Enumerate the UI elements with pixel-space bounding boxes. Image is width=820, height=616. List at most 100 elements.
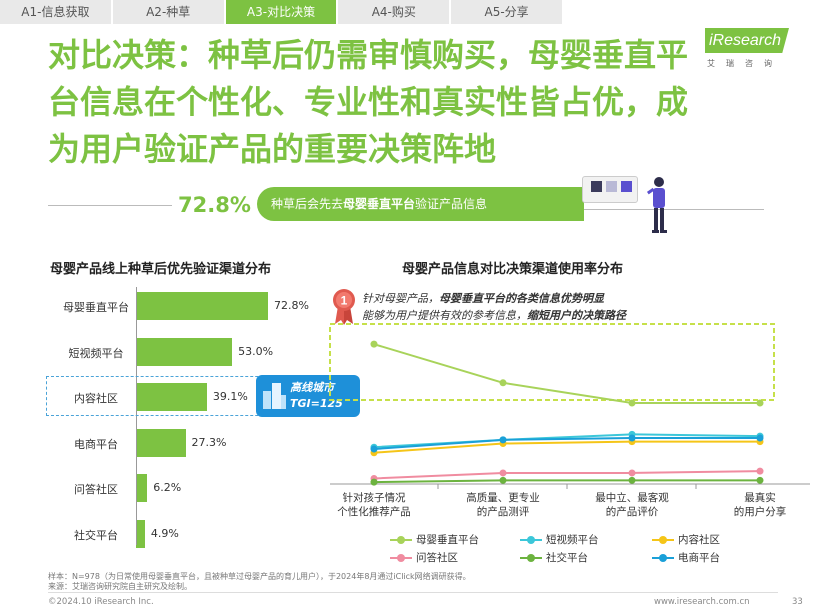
tgi-badge: 高线城市 TGI=125: [256, 375, 360, 417]
bar: [136, 337, 233, 366]
note-line2-a: 能够为用户提供有效的参考信息，: [362, 309, 527, 322]
legend-marker: [390, 553, 412, 563]
bar-category-label: 电商平台: [74, 437, 118, 451]
x-axis-label-line: 的产品测评: [476, 506, 530, 518]
bar-category-label: 社交平台: [74, 528, 118, 542]
x-axis-label-line: 针对孩子情况: [342, 492, 406, 504]
kpi-value: 72.8%: [178, 193, 251, 217]
series-point: [370, 478, 378, 486]
legend-marker: [652, 535, 674, 545]
legend-label: 社交平台: [546, 552, 588, 564]
screen-illustration-icon: [582, 176, 638, 203]
legend-label: 问答社区: [416, 552, 458, 564]
stage-tabs: A1-信息获取 A2-种草 A3-对比决策 A4-购买 A5-分享: [0, 0, 562, 24]
legend-marker: [652, 553, 674, 563]
copyright: ©2024.10 iResearch Inc.: [48, 597, 154, 607]
tab-a3[interactable]: A3-对比决策: [225, 0, 339, 24]
series-point: [499, 476, 507, 484]
legend-marker: [390, 535, 412, 545]
page-number: 33: [792, 597, 803, 607]
bar: [136, 383, 207, 411]
x-axis-label: 最中立、最客观 的产品评价: [577, 491, 687, 519]
series-highlight-box: [329, 323, 775, 401]
note-line2-b: 缩短用户的决策路径: [527, 309, 626, 322]
legend-marker: [520, 535, 542, 545]
x-axis-label: 高质量、更专业 的产品测评: [448, 491, 558, 519]
kpi-text-bold: 母婴垂直平台: [343, 197, 416, 211]
series-point: [628, 434, 636, 442]
series-point: [370, 449, 378, 457]
bar-value-label: 6.2%: [153, 481, 182, 494]
series-point: [628, 469, 636, 477]
screen-square-icon: [591, 181, 602, 192]
screen-square-icon: [606, 181, 617, 192]
footer-divider: [48, 592, 778, 593]
bar: [136, 474, 148, 502]
source-note: 来源：艾瑞咨询研究院自主研究及绘制。: [48, 582, 192, 591]
series-point: [499, 436, 507, 444]
series-point: [756, 432, 764, 440]
series-point: [499, 469, 507, 477]
tab-a5[interactable]: A5-分享: [484, 5, 529, 19]
legend-item: 社交平台: [520, 550, 588, 565]
bar-value-label: 72.8%: [274, 299, 309, 312]
insight-note: 针对母婴产品，母婴垂直平台的各类信息优势明显 能够为用户提供有效的参考信息，缩短…: [362, 290, 626, 324]
bar-value-label: 4.9%: [150, 526, 179, 540]
site-url[interactable]: www.iresearch.com.cn: [654, 597, 750, 607]
x-axis-label-line: 高质量、更专业: [466, 492, 540, 504]
legend-label: 母婴垂直平台: [416, 534, 479, 546]
series-line: [373, 470, 761, 480]
series-point: [499, 440, 507, 448]
series-point: [628, 476, 636, 484]
x-axis-label: 针对孩子情况 个性化推荐产品: [319, 491, 429, 519]
kpi-divider-right: [584, 209, 764, 210]
series-line: [373, 437, 760, 451]
ribbon-badge-icon: 1: [333, 289, 355, 325]
tab-a2[interactable]: A2-种草: [113, 0, 226, 24]
kpi-text-before: 种草后会先去: [271, 197, 344, 211]
bar-value-label: 39.1%: [212, 390, 248, 403]
bar-value-label: 27.3%: [191, 435, 227, 449]
x-axis-label-line: 个性化推荐产品: [337, 506, 411, 518]
iresearch-logo: iResearch 艾瑞咨询: [705, 28, 797, 72]
series-line: [373, 479, 760, 484]
legend-marker: [520, 553, 542, 563]
logo-subtext: 艾瑞咨询: [707, 59, 783, 68]
tab-a4[interactable]: A4-购买: [338, 0, 452, 24]
series-point: [370, 474, 378, 482]
bar: [136, 428, 186, 457]
bar-chart-axis: [136, 287, 137, 545]
legend-label: 电商平台: [678, 552, 720, 564]
bar-category-label: 母婴垂直平台: [63, 301, 129, 314]
x-axis-label: 最真实 的用户分享: [705, 491, 815, 519]
series-point: [756, 438, 764, 446]
legend-item: 问答社区: [390, 550, 458, 565]
series-point: [756, 434, 764, 442]
series-point: [628, 399, 636, 407]
bar: [136, 292, 268, 320]
right-chart-title: 母婴产品信息对比决策渠道使用率分布: [402, 262, 624, 277]
series-point: [756, 476, 764, 484]
series-point: [499, 379, 507, 387]
series-point: [756, 467, 764, 475]
legend-label: 短视频平台: [546, 534, 599, 546]
x-axis-label-line: 的产品评价: [605, 506, 659, 518]
legend-label: 内容社区: [678, 534, 720, 546]
series-point: [370, 443, 378, 451]
legend-item: 内容社区: [652, 532, 720, 547]
series-line: [373, 343, 760, 405]
screen-check-icon: [621, 181, 632, 192]
series-point: [628, 430, 636, 438]
bar-category-label: 短视频平台: [68, 346, 124, 360]
bar-category-label: 内容社区: [74, 392, 118, 405]
series-point: [628, 438, 636, 446]
series-point: [756, 399, 764, 407]
x-axis-label-line: 的用户分享: [733, 506, 787, 518]
note-line1-b: 母婴垂直平台的各类信息优势明显: [439, 292, 604, 305]
tab-a1[interactable]: A1-信息获取: [0, 0, 113, 24]
series-point: [499, 436, 507, 444]
legend-item: 电商平台: [652, 550, 720, 565]
kpi-divider-left: [48, 205, 172, 206]
person-illustration-icon: [646, 177, 667, 233]
buildings-icon: [263, 383, 286, 409]
